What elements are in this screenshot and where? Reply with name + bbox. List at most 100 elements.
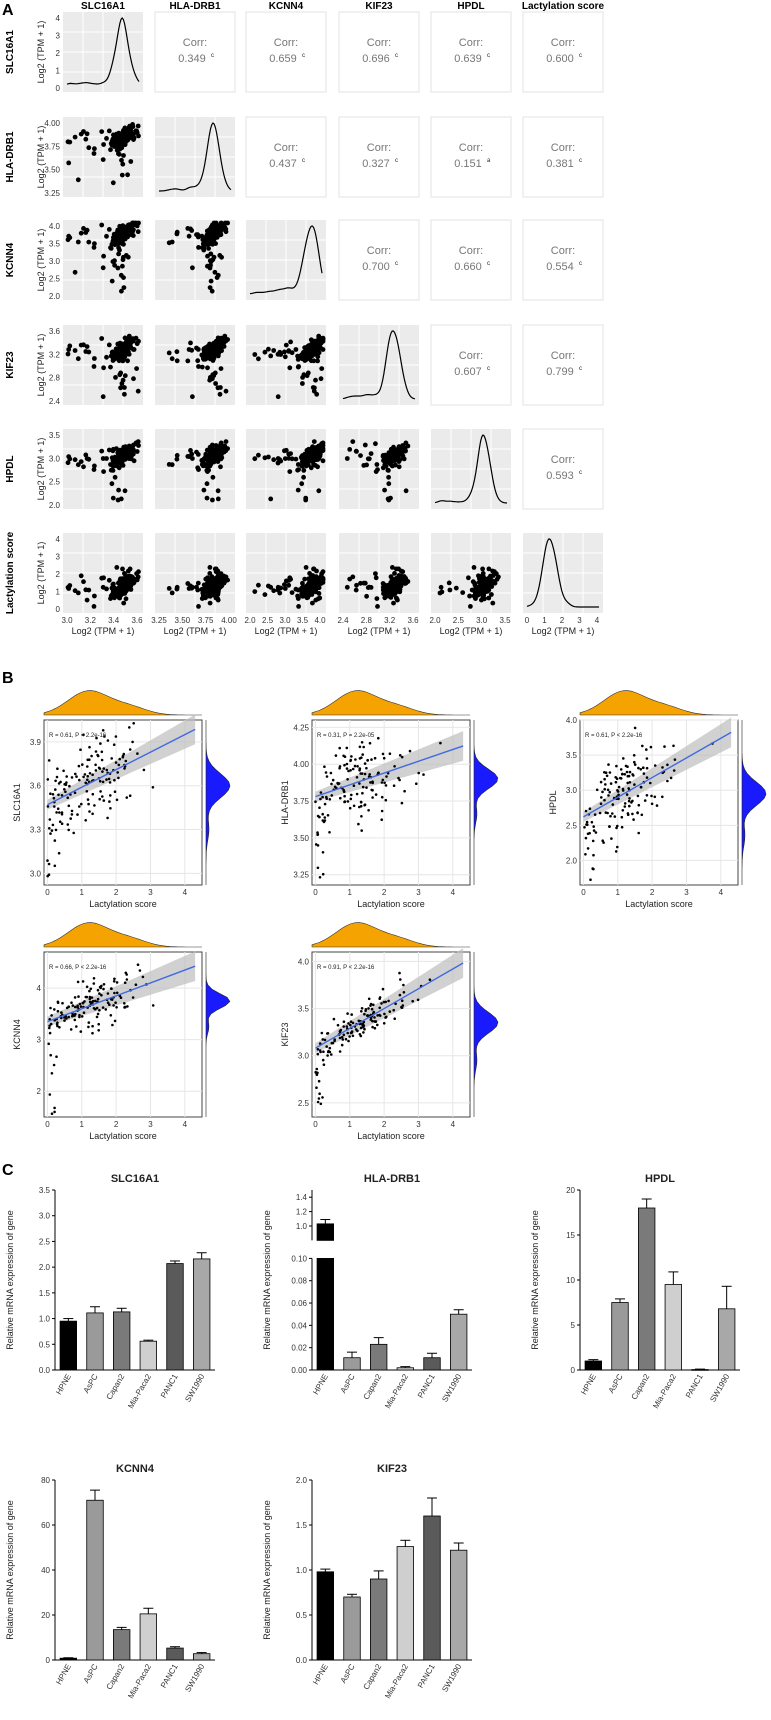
scatter-point — [466, 575, 471, 581]
scatter-point — [345, 767, 349, 770]
scatter-point — [386, 468, 391, 473]
scatter-point — [113, 778, 116, 782]
scatter-point — [271, 457, 277, 463]
corr-significance: c — [579, 53, 582, 59]
scatter-point — [85, 985, 89, 989]
matrix-cell-1-3: Corr: 0.327 c — [338, 116, 420, 198]
scatter-point — [374, 793, 378, 796]
y-tick-label: 3.3 — [30, 826, 42, 835]
scatter-point — [389, 448, 395, 454]
y-axis-title: HPDL — [548, 790, 558, 814]
scatter-point — [72, 134, 78, 140]
scatter-point — [196, 604, 201, 609]
scatter-point — [300, 381, 305, 386]
scatter-point — [334, 754, 338, 757]
scatter-point — [86, 798, 90, 801]
scatter-point — [67, 1015, 70, 1019]
scatter-point — [366, 584, 372, 590]
scatter-point — [86, 145, 92, 151]
scatter-point — [388, 1010, 392, 1013]
scatter-point — [130, 233, 136, 239]
corr-cell-frame — [338, 219, 420, 301]
scatter-point — [360, 815, 363, 818]
corr-value: 0.600 — [546, 53, 574, 65]
scatter-point — [95, 736, 98, 740]
y-tick-label: 4.0 — [566, 716, 578, 725]
scatter-point — [122, 488, 128, 494]
x-tick-label: 1 — [348, 888, 353, 897]
scatter-point — [101, 780, 105, 784]
bar — [718, 1308, 736, 1371]
scatter-point — [321, 1058, 325, 1062]
scatter-point — [627, 787, 630, 790]
y-tick-label: 2.0 — [566, 856, 578, 865]
y-tick-label: 10 — [566, 1276, 575, 1285]
scatter-point — [199, 233, 205, 239]
matrix-cell-1-5: Corr: 0.381 c — [522, 116, 604, 198]
scatter-point — [311, 566, 316, 572]
bar — [139, 1613, 157, 1661]
scatter-point — [50, 829, 54, 832]
scatter-point — [120, 566, 125, 572]
scatter-point — [632, 754, 636, 757]
scatter-point — [306, 343, 312, 348]
scatter-point — [49, 832, 52, 835]
scatter-point — [53, 1106, 56, 1110]
scatter-point — [101, 365, 106, 371]
scatter-point — [67, 139, 73, 145]
panel-b: B 0 1 2 3 4 3.0 3.3 3.6 3.9 R = 0.61, P < 2.2e-16 L… — [2, 670, 767, 1141]
bar — [611, 1302, 629, 1371]
scatter-point — [361, 753, 365, 756]
scatter-point — [215, 353, 221, 359]
scatter-point — [217, 580, 223, 585]
scatter-point — [87, 1021, 91, 1024]
scatter-point — [206, 246, 212, 251]
scatter-point — [52, 1063, 56, 1067]
corr-value: 0.660 — [454, 261, 482, 273]
scatter-point — [131, 135, 137, 141]
scatter-point — [287, 469, 293, 474]
bar — [423, 1357, 441, 1371]
scatter-point — [105, 778, 108, 781]
scatter-point — [101, 469, 106, 474]
matrix-cell-2-2 — [246, 220, 326, 300]
scatter-point — [95, 1006, 99, 1010]
scatter-point — [316, 814, 320, 818]
scatter-point — [389, 587, 395, 593]
scatter-point — [92, 982, 96, 985]
matrix-cell-0-4: Corr: 0.639 c — [430, 11, 512, 93]
scatter-point — [607, 794, 610, 797]
scatter-point — [311, 578, 317, 583]
scatter-point — [381, 591, 386, 596]
scatter-point — [321, 872, 325, 876]
scatter-point — [385, 1015, 388, 1019]
scatter-point — [55, 1055, 58, 1058]
scatter-point — [102, 799, 106, 802]
scatter-point — [96, 997, 100, 1001]
category-label: PANC1 — [684, 1372, 705, 1400]
scatter-point — [65, 460, 71, 466]
scatter-point — [382, 756, 386, 760]
x-tick-label: 4 — [595, 616, 600, 625]
scatter-point — [591, 867, 594, 870]
row-header-4: HPDL — [5, 455, 16, 482]
scatter-point — [110, 582, 116, 587]
scatter-point — [88, 758, 91, 761]
scatter-point — [399, 978, 402, 981]
scatter-point — [100, 394, 106, 400]
scatter-point — [90, 754, 93, 758]
scatter-point — [82, 1011, 86, 1014]
category-label: Capan2 — [362, 1372, 384, 1401]
scatter-point — [210, 474, 216, 480]
scatter-point — [615, 826, 618, 830]
bar — [192, 1653, 211, 1661]
scatter-point — [98, 992, 101, 995]
scatter-point — [614, 776, 617, 779]
x-tick-label: 1 — [80, 888, 85, 897]
scatter-point — [63, 788, 66, 791]
scatter-point — [113, 991, 116, 995]
scatter-point — [50, 1072, 54, 1075]
scatter-point — [322, 1063, 326, 1066]
y-axis-title: HLA-DRB1 — [280, 780, 290, 825]
scatter-point — [115, 229, 120, 234]
